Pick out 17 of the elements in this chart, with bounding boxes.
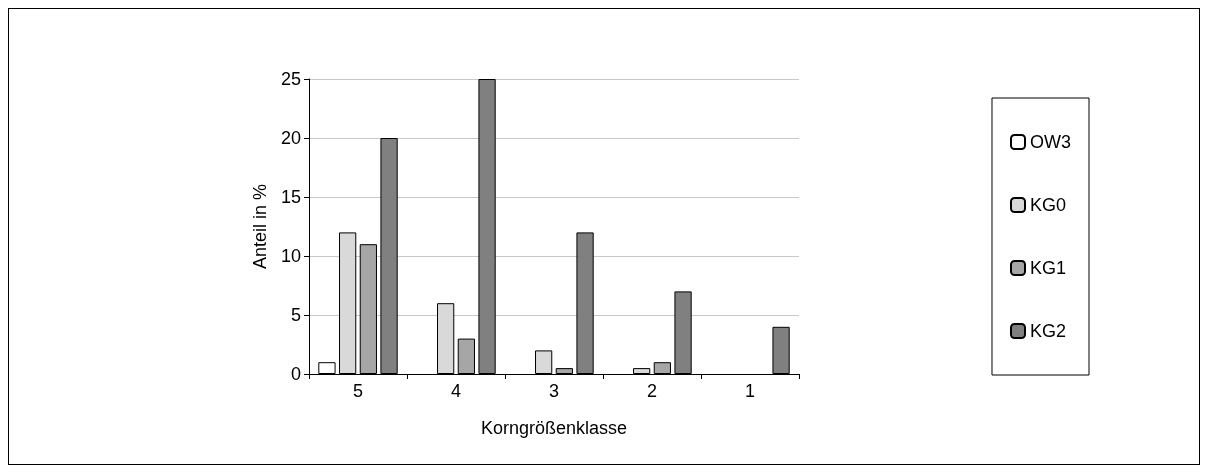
- y-tick-label: 20: [280, 128, 301, 148]
- legend-label: OW3: [1030, 132, 1072, 152]
- legend-label: KG2: [1030, 321, 1067, 341]
- y-tick-label: 5: [290, 305, 301, 325]
- y-tick-label: 25: [280, 69, 301, 89]
- legend-label: KG0: [1030, 195, 1067, 215]
- x-tick-label: 3: [548, 381, 560, 401]
- x-tick-label: 4: [450, 381, 462, 401]
- y-tick-label: 10: [280, 246, 301, 266]
- y-tick-label: 0: [290, 364, 301, 384]
- legend-label: KG1: [1030, 258, 1067, 278]
- x-tick-label: 2: [646, 381, 658, 401]
- x-tick-label: 5: [352, 381, 364, 401]
- y-tick-label: 15: [280, 187, 301, 207]
- x-axis-title: Korngrößenklasse: [480, 418, 628, 438]
- x-tick-label: 1: [744, 381, 756, 401]
- y-axis-title: Anteil in %: [250, 183, 270, 270]
